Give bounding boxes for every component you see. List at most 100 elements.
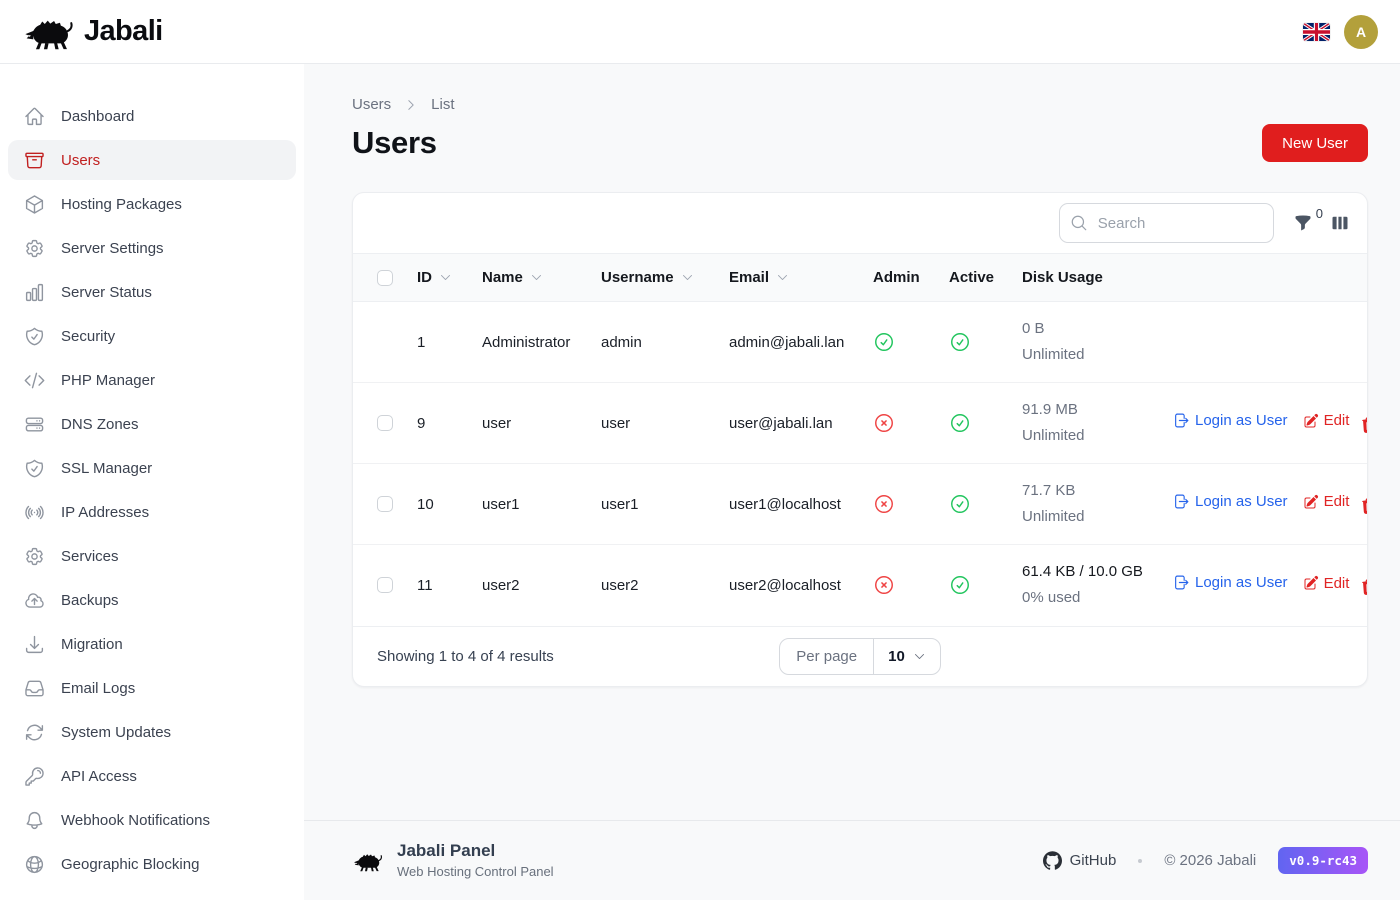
title-row: Users New User [352,123,1368,163]
delete-button[interactable] [1360,416,1367,434]
columns-button[interactable] [1327,210,1353,236]
sidebar-item-label: Hosting Packages [61,195,182,213]
x-circle-icon [873,412,925,434]
sidebar-item-api-access[interactable]: API Access [8,756,296,796]
cell-active [933,302,1006,383]
cell-disk-usage: 71.7 KB Unlimited [1006,463,1157,545]
filter-button[interactable] [1290,210,1316,236]
search-input[interactable] [1058,203,1274,243]
arrow-path-icon [24,722,45,743]
sidebar-item-backups[interactable]: Backups [8,580,296,620]
sidebar-item-geographic-blocking[interactable]: Geographic Blocking [8,844,296,884]
select-all-checkbox[interactable] [377,269,393,286]
cell-email: admin@jabali.lan [729,333,845,351]
language-flag-icon[interactable] [1303,22,1330,41]
breadcrumb-list[interactable]: List [431,96,455,113]
row-checkbox[interactable] [377,496,393,512]
sidebar-item-label: Dashboard [61,107,135,125]
column-header-admin: Admin [857,253,933,302]
login-as-user-button[interactable]: Login as User [1173,493,1288,510]
edit-button[interactable]: Edit [1303,493,1349,510]
cell-id: 11 [401,544,466,626]
sidebar-item-email-logs[interactable]: Email Logs [8,668,296,708]
chevron-down-icon [913,650,926,663]
cell-actions [1157,302,1367,383]
check-circle-icon [949,574,998,596]
column-label: Username [601,269,674,286]
login-as-user-button[interactable]: Login as User [1173,574,1288,591]
cell-username: user1 [585,463,713,545]
column-header-username[interactable]: Username [585,253,713,302]
x-circle-icon [873,574,925,596]
cell-disk-usage: 91.9 MB Unlimited [1006,382,1157,464]
sidebar-item-label: Webhook Notifications [61,811,210,829]
sidebar-item-webhook-notifications[interactable]: Webhook Notifications [8,800,296,840]
sidebar-item-users[interactable]: Users [8,140,296,180]
cell-name: Administrator [482,333,571,351]
sidebar-item-ssl-manager[interactable]: SSL Manager [8,448,296,488]
column-label: Admin [873,269,920,286]
sidebar-item-label: IP Addresses [61,503,150,521]
cell-disk-usage: 0 B Unlimited [1022,319,1085,363]
per-page-select[interactable]: Per page 10 [779,637,941,675]
bell-icon [24,810,45,831]
sidebar-item-server-settings[interactable]: Server Settings [8,228,296,268]
sidebar-item-label: Users [61,151,101,169]
row-checkbox[interactable] [377,415,393,431]
shield-check-icon [24,458,45,479]
cell-email: user1@localhost [713,463,857,545]
content: Users List Users New User [304,64,1400,820]
edit-icon [1303,494,1319,510]
cell-disk-usage: 61.4 KB / 10.0 GB 0% used [1006,544,1157,626]
breadcrumb: Users List [352,96,1368,113]
table-row: 9 user user user@jabali.lan 91.9 MB Unlimited… [353,382,1367,464]
column-header-name[interactable]: Name [466,253,585,302]
sidebar-item-hosting-packages[interactable]: Hosting Packages [8,184,296,224]
cell-id: 10 [401,463,466,545]
footer-links: GitHub © 2026 Jabali v0.9-rc43 [1042,847,1368,874]
sidebar-item-services[interactable]: Services [8,536,296,576]
brand: Jabali [22,13,163,51]
sidebar-item-ip-addresses[interactable]: IP Addresses [8,492,296,532]
inbox-icon [24,678,45,699]
column-label: Name [482,269,523,286]
sidebar-item-label: SSL Manager [61,459,153,477]
row-checkbox[interactable] [377,577,393,594]
avatar[interactable]: A [1344,14,1378,49]
github-link[interactable]: GitHub [1042,851,1116,870]
sidebar-item-label: Backups [61,591,119,609]
login-icon [1173,574,1190,591]
sidebar-item-label: Server Status [61,283,152,301]
trash-icon [1360,497,1367,515]
login-as-user-button[interactable]: Login as User [1173,412,1288,429]
new-user-button[interactable]: New User [1262,124,1368,162]
delete-button[interactable] [1360,578,1367,596]
sidebar-item-system-updates[interactable]: System Updates [8,712,296,752]
sidebar-item-dashboard[interactable]: Dashboard [8,96,296,136]
edit-button[interactable]: Edit [1303,575,1349,592]
cell-username: user2 [585,544,713,626]
code-icon [24,370,45,391]
page-title: Users [352,125,437,160]
column-header-id[interactable]: ID [401,253,466,302]
breadcrumb-users[interactable]: Users [352,96,392,113]
sidebar-item-migration[interactable]: Migration [8,624,296,664]
sidebar-item-server-status[interactable]: Server Status [8,272,296,312]
cell-actions: Login as User Edit [1157,463,1367,545]
main-area: Users List Users New User [304,64,1400,900]
topbar-right: A [1303,14,1378,49]
column-header-active: Active [933,253,1006,302]
column-header-email[interactable]: Email [713,253,857,302]
cell-admin [857,302,933,383]
sidebar-item-label: PHP Manager [61,371,155,389]
sidebar: Dashboard Users Hosting Packages Server Set… [0,64,304,900]
edit-button[interactable]: Edit [1303,412,1349,429]
delete-button[interactable] [1360,497,1367,515]
sidebar-item-dns-zones[interactable]: DNS Zones [8,404,296,444]
sidebar-item-security[interactable]: Security [8,316,296,356]
sidebar-item-label: DNS Zones [61,415,139,433]
cell-email: user@jabali.lan [713,382,857,464]
pagination: Showing 1 to 4 of 4 results Per page 10 [353,625,1367,686]
filter-count-badge: 0 [1315,206,1323,221]
sidebar-item-php-manager[interactable]: PHP Manager [8,360,296,400]
